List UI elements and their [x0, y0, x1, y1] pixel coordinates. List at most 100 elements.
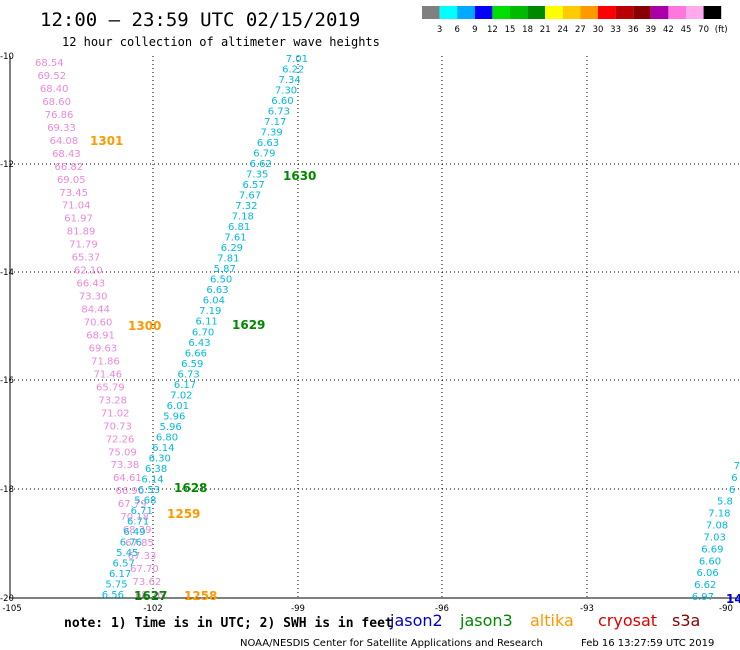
cyan-track-left: 7.016.227.347.306.606.737.177.396.636.79…	[102, 54, 308, 601]
wave-height-value: 5.96	[163, 411, 185, 422]
lat-label: -14	[0, 268, 14, 278]
wave-height-value: 6.43	[188, 338, 210, 349]
color-swatch	[457, 6, 475, 19]
wave-height-value: 6.81	[228, 222, 250, 233]
color-scale-label: 12	[487, 25, 498, 35]
grid-lines	[10, 56, 740, 598]
wave-height-value: 69.52	[37, 71, 66, 82]
wave-height-value: 6.97	[692, 592, 714, 603]
pass-time-label: 1627	[134, 589, 167, 603]
wave-height-value: 68.39	[123, 525, 152, 536]
wave-height-value: 70.73	[103, 421, 132, 432]
wave-height-value: 71.86	[91, 356, 120, 367]
color-scale-label: 33	[610, 25, 621, 35]
color-scale-label: 70	[698, 25, 709, 35]
color-scale-bar: 3 6 9 12 15 18 21 24 27 30 33 36 39 42 45 70 (ft)	[422, 6, 728, 35]
wave-height-value: 6.29	[221, 243, 243, 254]
wave-height-value: 6.59	[181, 359, 203, 370]
wave-height-value: 69.63	[89, 343, 118, 354]
wave-height-value: 6.60	[271, 96, 293, 107]
lon-label: -90	[719, 604, 733, 614]
legend-note: note: 1) Time is in UTC; 2) SWH is in fe…	[64, 616, 393, 631]
wave-height-value: 5.75	[105, 579, 127, 590]
color-swatch	[668, 6, 686, 19]
wave-height-value: 68.60	[42, 97, 71, 108]
wave-height-value: 7	[734, 461, 740, 472]
color-scale-label: 42	[663, 25, 674, 35]
wave-height-value: 6.14	[152, 443, 174, 454]
wave-height-value: 6.01	[167, 401, 189, 412]
color-swatch	[492, 6, 510, 19]
wave-height-value: 6.71	[131, 506, 153, 517]
pass-time-label: 1301	[90, 134, 123, 148]
wave-height-value: 73.45	[59, 188, 88, 199]
mission-label-jason2: jason2	[389, 611, 443, 630]
color-scale-label: 27	[575, 25, 586, 35]
lon-label: -93	[580, 604, 594, 614]
wave-height-value: 76.86	[45, 110, 74, 121]
wave-height-value: 73.30	[79, 292, 108, 303]
wave-height-value: 5.87	[214, 264, 236, 275]
wave-height-value: 69.33	[47, 123, 76, 134]
wave-height-value: 68.54	[35, 58, 64, 69]
lat-label: -12	[0, 160, 14, 170]
wave-height-value: 6.06	[696, 568, 718, 579]
wave-height-value: 6.11	[196, 317, 218, 328]
wave-height-value: 6.17	[174, 380, 196, 391]
mission-label-s3a: s3a	[672, 611, 700, 630]
wave-height-value: 6.70	[192, 327, 214, 338]
color-scale-label: 36	[628, 25, 639, 35]
lon-label: -105	[2, 604, 21, 614]
wave-height-value: 71.02	[101, 408, 130, 419]
wave-height-value: 6.69	[701, 544, 723, 555]
color-swatch	[474, 6, 493, 19]
wave-height-value: 6.14	[141, 474, 163, 485]
footer-credit: NOAA/NESDIS Center for Satellite Applica…	[240, 638, 543, 649]
wave-height-value: 68.40	[40, 84, 69, 95]
wave-height-value: 6.49	[123, 527, 145, 538]
pass-time-label: 1259	[167, 507, 200, 521]
color-swatch	[633, 6, 651, 19]
color-swatch	[580, 6, 598, 19]
wave-height-value: 6.76	[120, 537, 142, 548]
wave-height-value: 67.70	[130, 564, 159, 575]
lat-label: -16	[0, 376, 14, 386]
wave-height-value: 6.04	[203, 296, 225, 307]
color-scale-label: (ft)	[715, 25, 728, 35]
wave-height-value: 6.73	[177, 369, 199, 380]
wave-height-value: 62.10	[74, 266, 103, 277]
wave-height-value: 6.22	[282, 65, 304, 76]
wave-height-value: 7.30	[275, 86, 297, 97]
wave-height-value: 7.35	[246, 170, 268, 181]
wave-height-value: 6.50	[210, 275, 232, 286]
wave-height-value: 6.80	[156, 432, 178, 443]
wave-height-value: 5.8	[717, 497, 733, 508]
axis-labels: -10 -12 -14 -16 -18 -20-105 -102 -99 -96 -93 -90	[0, 52, 733, 614]
map-title: 12:00 — 23:59 UTC 02/15/2019	[40, 9, 360, 31]
wave-height-value: 6.63	[206, 285, 228, 296]
wave-height-value: 6.62	[694, 580, 716, 591]
wave-height-value: 7.17	[264, 117, 286, 128]
wave-height-value: 7.32	[235, 201, 257, 212]
wave-height-value: 7.67	[239, 191, 261, 202]
wave-height-value: 64.08	[50, 136, 79, 147]
wave-height-value: 6.73	[268, 107, 290, 118]
wave-height-value: 72.26	[106, 434, 135, 445]
color-swatch	[439, 6, 458, 19]
color-scale-label: 21	[540, 25, 551, 35]
color-swatch	[650, 6, 669, 19]
color-scale-label: 30	[593, 25, 604, 35]
color-scale-label: 39	[645, 25, 656, 35]
wave-height-value: 7.03	[704, 532, 726, 543]
color-swatch	[422, 6, 440, 19]
color-scale-label: 6	[454, 25, 459, 35]
wave-height-value: 6.38	[145, 464, 167, 475]
wave-height-value: 6.30	[149, 453, 171, 464]
pass-time-label: 1629	[232, 318, 265, 332]
color-scale-label: 24	[557, 25, 568, 35]
pink-track: 68.54 69.52 68.40 68.60 76.86 69.33 64.08 68.43…	[35, 58, 164, 601]
pass-time-label: 1258	[184, 589, 217, 603]
color-scale-label: 45	[681, 25, 692, 35]
wave-height-value: 73.28	[98, 395, 127, 406]
lat-label: -20	[0, 594, 14, 604]
